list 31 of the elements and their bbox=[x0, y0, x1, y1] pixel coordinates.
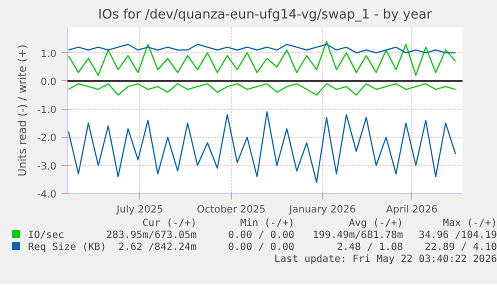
x-tick-label: January 2026 bbox=[288, 204, 356, 216]
text: Max (-/+) bbox=[442, 218, 497, 230]
x-tick-label: April 2026 bbox=[386, 204, 438, 216]
y-tick-label: -3.0 bbox=[36, 161, 57, 172]
y-tick-label: -2.0 bbox=[36, 133, 57, 144]
text: Min (-/+) bbox=[239, 218, 294, 230]
line-series bbox=[68, 83, 456, 96]
x-tick-label: October 2025 bbox=[196, 204, 266, 216]
text: 283.95m/673.05m bbox=[106, 230, 197, 242]
text: 2.62 /842.24m bbox=[117, 242, 197, 254]
legend-label: IO/sec bbox=[27, 230, 66, 242]
text: 0.00 / 0.00 bbox=[227, 230, 294, 242]
text: Last update: Fri May 22 03:40:22 2026 bbox=[273, 254, 497, 266]
text: Cur (-/+) bbox=[141, 218, 197, 230]
text: Avg (-/+) bbox=[348, 218, 404, 230]
text: 22.89 / 4.10 bbox=[424, 242, 497, 254]
legend-label: Req Size (KB) bbox=[27, 242, 106, 254]
text: 2.48 / 1.08 bbox=[336, 242, 404, 254]
text: 0.00 / 0.00 bbox=[227, 242, 294, 254]
chart-title: IOs for /dev/quanza-eun-ufg14-vg/swap_1 - by year bbox=[98, 8, 433, 22]
y-axis-title: Units read (-) / write (+) bbox=[16, 44, 29, 177]
line-series bbox=[68, 40, 456, 76]
y-tick-label: -1.0 bbox=[36, 105, 57, 116]
text: 34.96 /104.19 bbox=[418, 230, 497, 242]
x-tick-label: July 2025 bbox=[116, 204, 164, 216]
y-tick-label: 1.0 bbox=[40, 48, 57, 60]
line-series bbox=[68, 111, 456, 183]
text: 199.49m/681.78m bbox=[312, 230, 404, 242]
y-tick-label: 0.0 bbox=[40, 76, 57, 88]
y-tick-label: -4.0 bbox=[36, 190, 57, 200]
line-series bbox=[68, 44, 456, 54]
